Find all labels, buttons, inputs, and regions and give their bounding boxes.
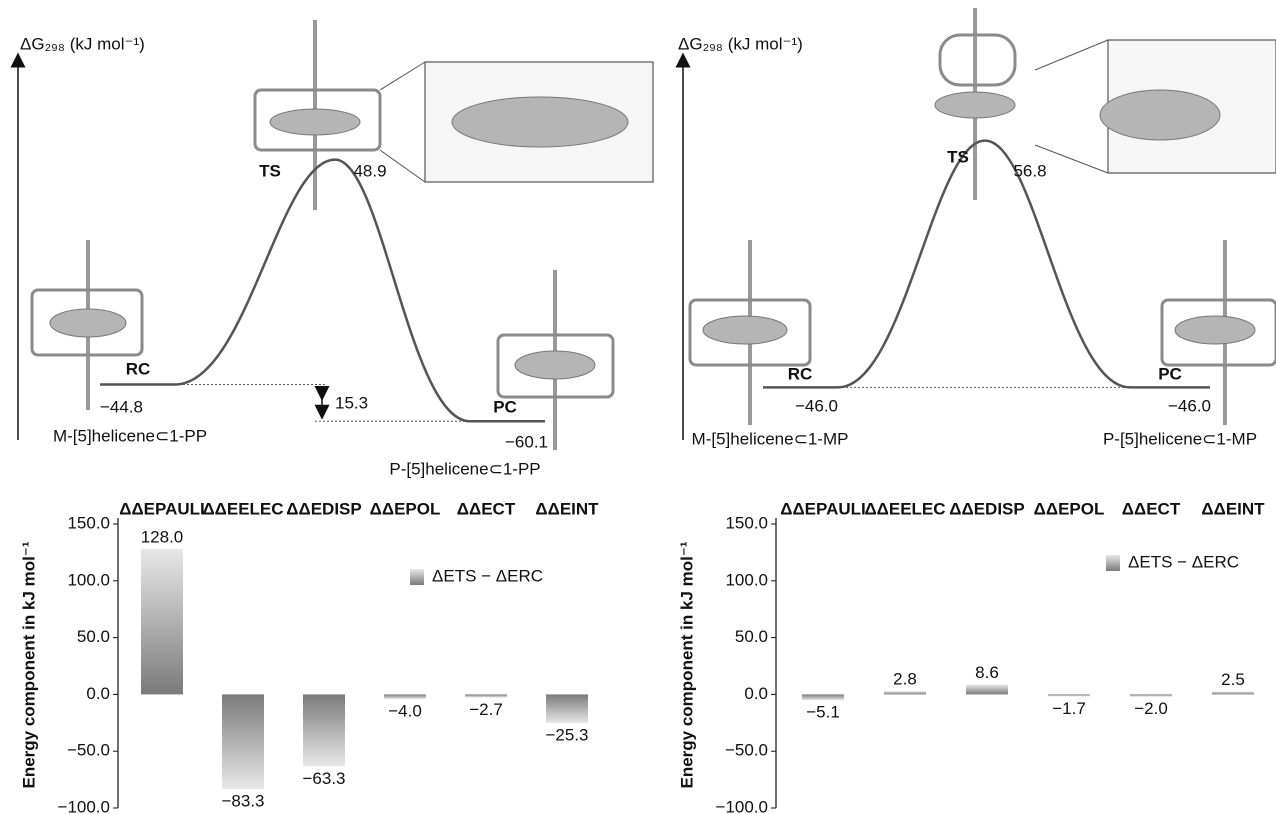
y-tick-label: −100.0 [716, 797, 768, 814]
state-label: RC [788, 364, 813, 383]
bar [141, 549, 183, 694]
bar [546, 694, 588, 723]
value-label: 2.8 [893, 670, 917, 689]
bar [1048, 694, 1090, 696]
category-label: ΔΔECT [1122, 499, 1181, 518]
value-label: −63.3 [302, 769, 345, 788]
y-tick-label: 50.0 [77, 627, 110, 646]
bar [1212, 692, 1254, 695]
value-label: −1.7 [1052, 699, 1086, 718]
category-label: ΔΔECT [457, 499, 516, 518]
energy-label: −46.0 [1168, 396, 1211, 415]
value-label: −83.3 [221, 792, 264, 811]
legend-label: ΔETS − ΔERC [432, 566, 543, 585]
difference-label: 15.3 [335, 393, 368, 412]
energy-label: −60.1 [505, 432, 548, 451]
state-label: PC [1158, 364, 1182, 383]
state-label: TS [259, 161, 281, 180]
category-label: ΔΔEPAULI [119, 499, 205, 518]
y-tick-label: −50.0 [725, 741, 768, 760]
category-label: ΔΔEELEC [864, 499, 945, 518]
legend-swatch [410, 569, 424, 585]
molecule-illustrations [32, 8, 1276, 450]
y-tick-label: 150.0 [725, 513, 768, 532]
molecule-ts-1 [255, 20, 380, 210]
value-label: −2.0 [1134, 699, 1168, 718]
category-label: ΔΔEDISP [286, 499, 361, 518]
y-axis-label: ΔG₂₉₈ (kJ mol⁻¹) [678, 34, 803, 53]
energy-label: −44.8 [100, 397, 143, 416]
value-label: −25.3 [545, 726, 588, 745]
y-tick-label: 0.0 [744, 684, 768, 703]
energy-label: 48.9 [353, 161, 386, 180]
value-label: −4.0 [388, 701, 422, 720]
figure: ΔG₂₉₈ (kJ mol⁻¹) RC −44.8 TS 48.9 PC −60.1 M-[5… [0, 0, 1276, 814]
category-label: ΔΔEDISP [949, 499, 1024, 518]
bar [1130, 694, 1172, 696]
legend-label: ΔETS − ΔERC [1128, 552, 1239, 571]
zoom-box-1 [380, 62, 653, 182]
category-label: ΔΔEINT [535, 499, 599, 518]
value-label: 128.0 [141, 527, 184, 546]
bar [465, 694, 507, 697]
y-tick-label: 100.0 [67, 570, 110, 589]
energy-label: −46.0 [795, 396, 838, 415]
energy-profile [763, 141, 1210, 388]
molecule-ts-2 [935, 8, 1015, 200]
y-axis-label: Energy component in kJ mol⁻¹ [677, 541, 696, 788]
category-label: ΔΔEPAULI [780, 499, 866, 518]
complex-caption: M-[5]helicene⊂1-PP [53, 426, 207, 445]
y-tick-label: 0.0 [86, 684, 110, 703]
bar [222, 694, 264, 789]
energy-label: 56.8 [1013, 161, 1046, 180]
bar [966, 685, 1008, 695]
y-tick-label: 100.0 [725, 570, 768, 589]
state-label: PC [493, 397, 517, 416]
value-label: −2.7 [469, 700, 503, 719]
category-label: ΔΔEPOL [1034, 499, 1105, 518]
category-label: ΔΔEPOL [370, 499, 441, 518]
category-label: ΔΔEINT [1201, 499, 1265, 518]
bar [802, 694, 844, 700]
complex-caption: M-[5]helicene⊂1-MP [692, 429, 849, 448]
complex-caption: P-[5]helicene⊂1-PP [389, 459, 540, 478]
bar [884, 691, 926, 694]
value-label: −5.1 [806, 703, 840, 722]
molecule-pc-1 [498, 270, 613, 450]
y-tick-label: 150.0 [67, 513, 110, 532]
molecule-rc-2 [690, 240, 810, 425]
complex-caption: P-[5]helicene⊂1-MP [1103, 429, 1257, 448]
zoom-box-2 [1035, 40, 1276, 173]
energy-profile [100, 160, 545, 422]
bar [303, 694, 345, 766]
value-label: 2.5 [1221, 670, 1245, 689]
y-tick-label: −100.0 [58, 797, 110, 814]
y-tick-label: 50.0 [735, 627, 768, 646]
category-label: ΔΔEELEC [202, 499, 283, 518]
y-tick-label: −50.0 [67, 741, 110, 760]
state-label: TS [947, 147, 969, 166]
legend-swatch [1106, 555, 1120, 571]
bar [384, 694, 426, 699]
state-label: RC [126, 359, 151, 378]
value-label: 8.6 [975, 663, 999, 682]
y-axis-label: ΔG₂₉₈ (kJ mol⁻¹) [20, 34, 145, 53]
y-axis-label: Energy component in kJ mol⁻¹ [19, 541, 38, 788]
